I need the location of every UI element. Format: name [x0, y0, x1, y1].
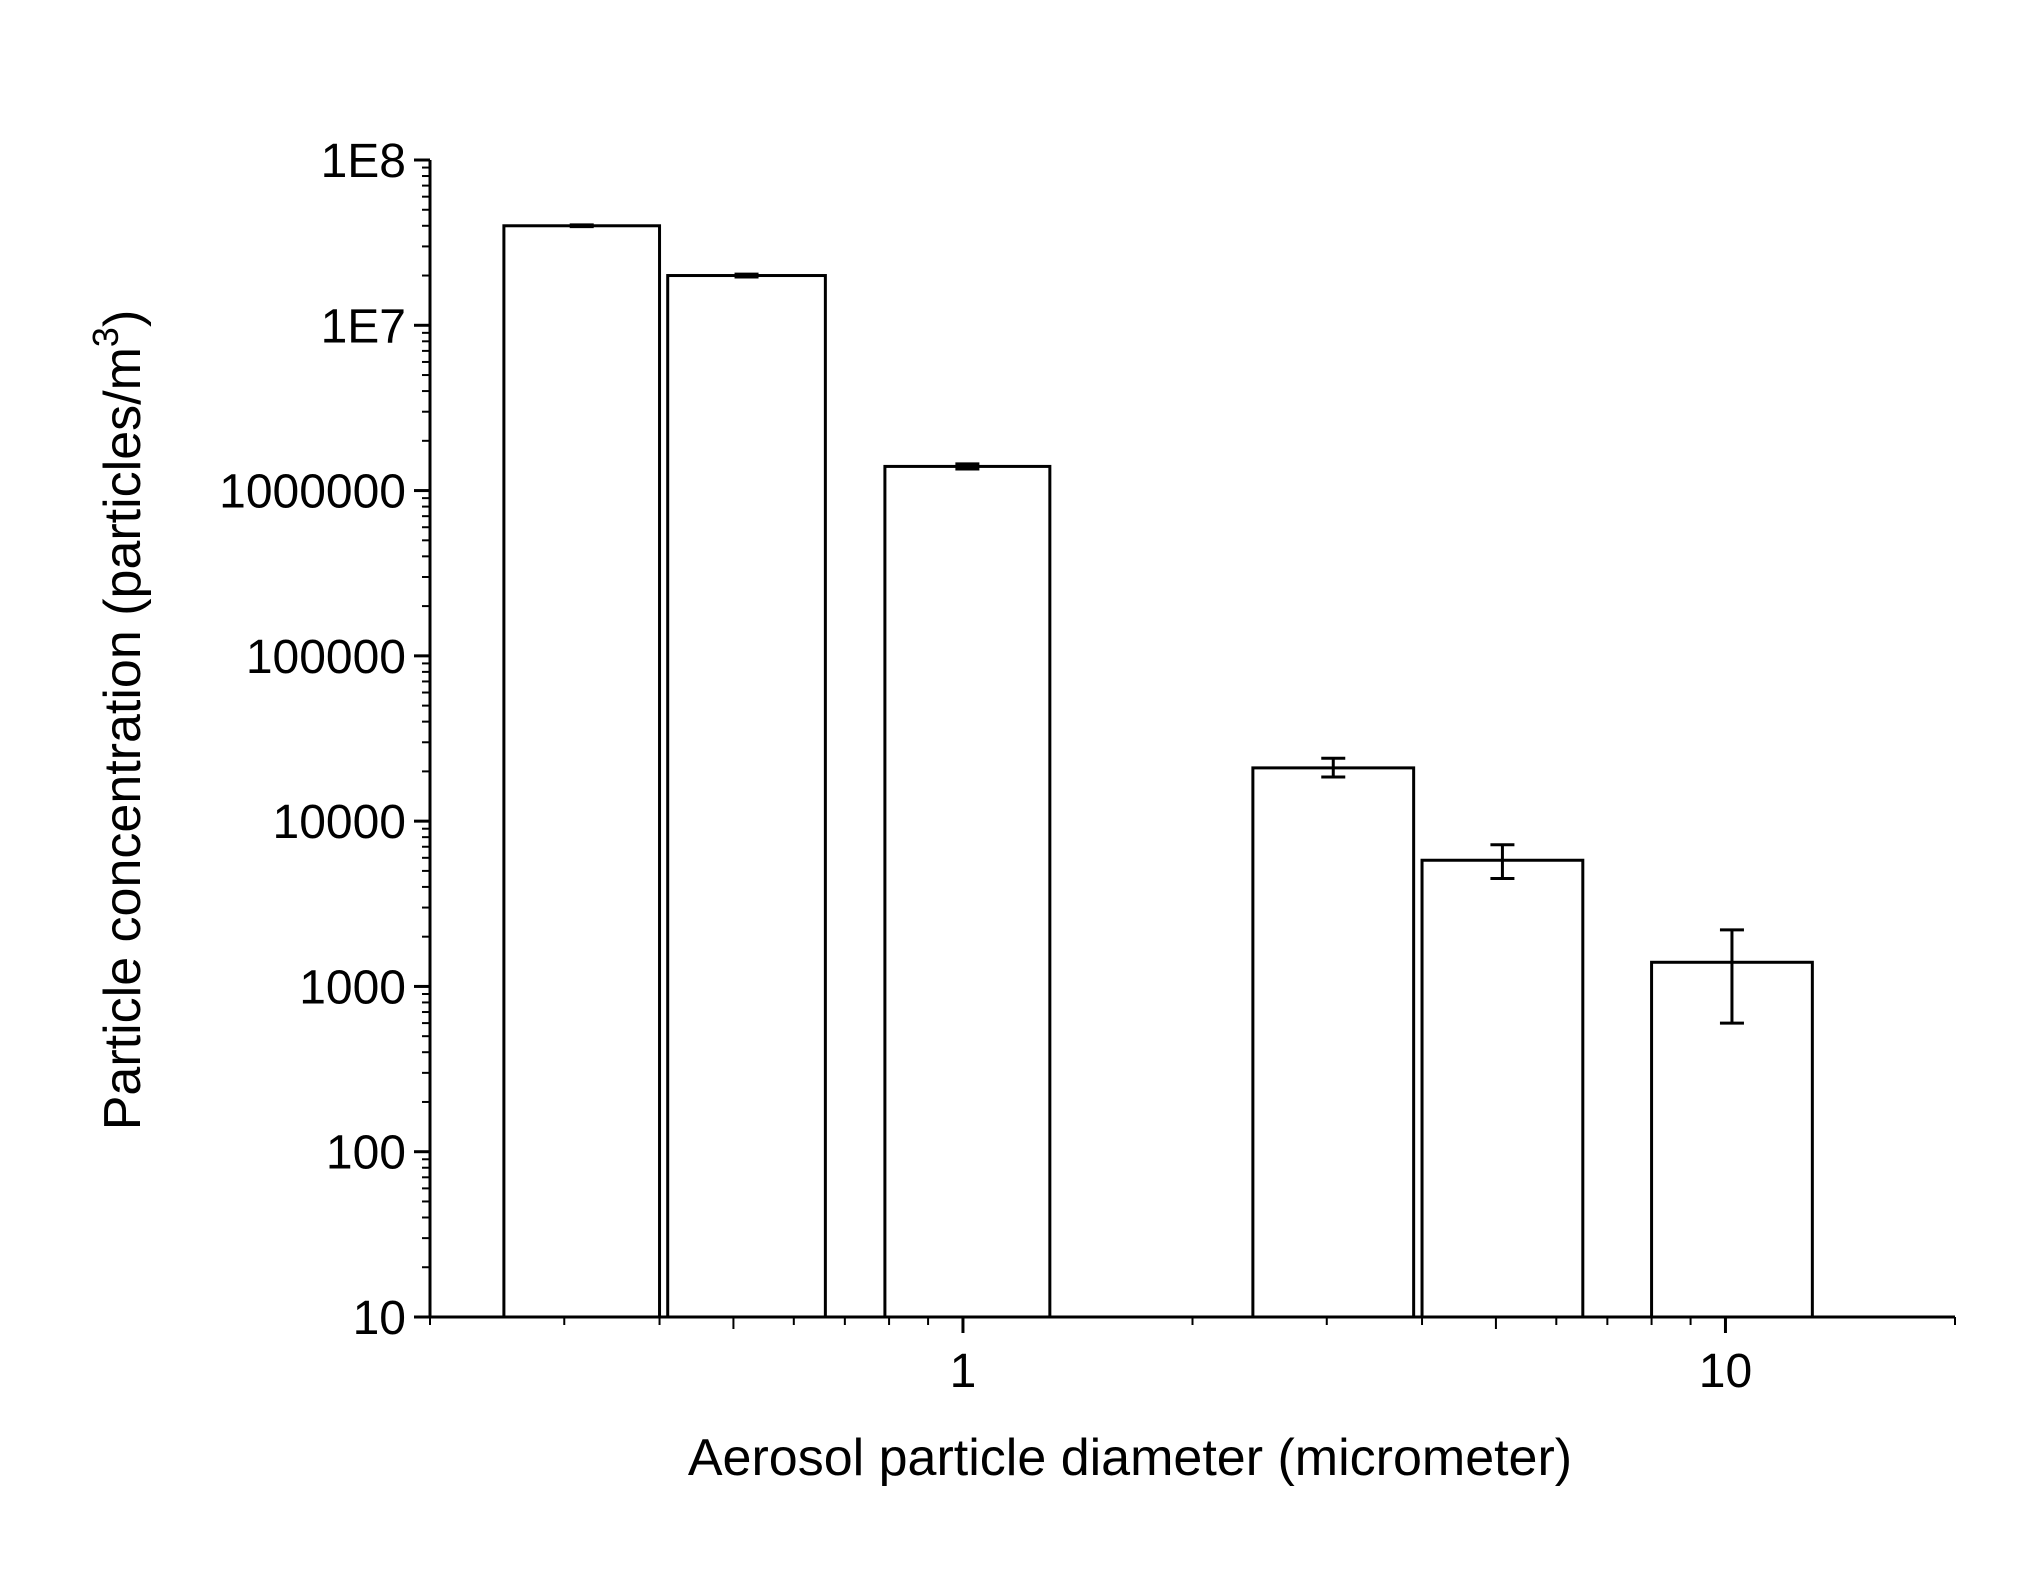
error-bar-6 — [1719, 928, 1744, 1025]
y-axis-label: Particle concentration (particles/m3) — [85, 310, 152, 1131]
y-tick-label: 1E7 — [321, 300, 406, 353]
y-tick-label: 1000000 — [219, 466, 406, 519]
y-axis-label-superscript: 3 — [85, 327, 126, 347]
error-bar-3 — [955, 462, 980, 471]
y-tick-label: 10 — [353, 1292, 406, 1345]
y-tick-label: 1000 — [299, 961, 406, 1014]
bar-3 — [883, 464, 1052, 1319]
y-tick-label: 1E8 — [321, 135, 406, 188]
y-tick-label: 100000 — [246, 631, 406, 684]
bar-1 — [502, 224, 662, 1319]
y-axis-label-main: Particle concentration (particles/m — [94, 347, 152, 1130]
x-tick-label: 10 — [1699, 1345, 1752, 1398]
x-tick-label: 1 — [950, 1345, 977, 1398]
x-axis-label: Aerosol particle diameter (micrometer) — [688, 1429, 1572, 1487]
bars-group — [502, 224, 1814, 1319]
bar-4 — [1251, 766, 1416, 1319]
bar-2 — [666, 274, 827, 1319]
error-bars-group — [569, 223, 1744, 1025]
y-tick-label: 10000 — [273, 796, 406, 849]
y-tick-label: 100 — [326, 1127, 406, 1180]
axes-group: 1 10 10 100 1000 10000 100000 1000000 1E7 1E8 — [219, 135, 1956, 1398]
bar-5 — [1420, 858, 1585, 1319]
error-bar-4 — [1321, 756, 1346, 779]
error-bar-5 — [1490, 843, 1515, 880]
y-ticks: 10 100 1000 10000 100000 1000000 1E7 1E8 — [219, 135, 430, 1345]
error-bar-1 — [569, 223, 594, 229]
x-ticks: 1 10 — [429, 1317, 1956, 1398]
error-bar-2 — [734, 272, 759, 279]
y-axis-label-close: ) — [94, 310, 152, 327]
